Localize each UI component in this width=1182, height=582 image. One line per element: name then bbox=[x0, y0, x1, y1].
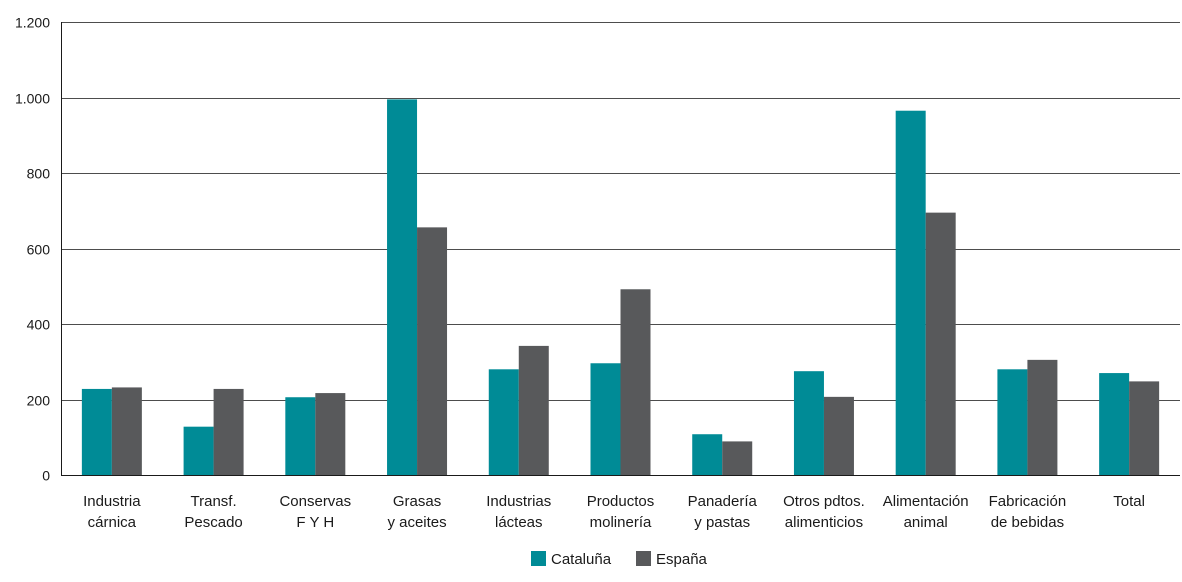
bar-series-2 bbox=[111, 387, 142, 475]
bar-series-1 bbox=[793, 371, 824, 475]
bar-series-2 bbox=[1129, 381, 1160, 475]
bar-series-1 bbox=[285, 397, 316, 475]
y-tick-label: 200 bbox=[27, 393, 51, 409]
bar-series-1 bbox=[488, 369, 519, 475]
bar-series-1 bbox=[590, 363, 621, 475]
y-tick-label: 800 bbox=[27, 166, 51, 182]
bar-series-1 bbox=[81, 388, 112, 475]
bar-series-2 bbox=[722, 441, 753, 475]
bar-series-1 bbox=[895, 110, 926, 476]
bar-series-2 bbox=[925, 212, 956, 475]
bar-series-2 bbox=[620, 289, 651, 475]
bar-series-2 bbox=[315, 393, 346, 475]
x-tick-label: Industrias lácteas bbox=[486, 493, 551, 531]
x-tick-label: Productos molinería bbox=[587, 493, 655, 531]
bar-series-2 bbox=[823, 396, 854, 475]
bar-series-1 bbox=[387, 99, 418, 475]
y-tick-label: 1.000 bbox=[15, 91, 50, 107]
x-tick-label: Industria cárnica bbox=[83, 493, 141, 531]
bar-series-1 bbox=[692, 434, 723, 475]
bar-series-1 bbox=[997, 369, 1028, 475]
legend-swatch bbox=[636, 551, 651, 566]
y-tick-label: 600 bbox=[27, 242, 51, 258]
x-tick-label: Grasas y aceites bbox=[387, 493, 446, 531]
bar-series-1 bbox=[183, 426, 214, 475]
x-tick-label: Panadería y pastas bbox=[688, 493, 758, 531]
legend-swatch bbox=[531, 551, 546, 566]
x-tick-label: Fabricación de bebidas bbox=[989, 493, 1067, 531]
x-tick-label: Alimentación animal bbox=[883, 493, 969, 531]
bar-series-2 bbox=[518, 345, 549, 475]
x-tick-label: Total bbox=[1113, 493, 1145, 510]
bar-series-1 bbox=[1099, 373, 1130, 475]
bar-series-2 bbox=[1027, 359, 1058, 475]
x-tick-label: Transf. Pescado bbox=[184, 493, 242, 531]
y-tick-label: 0 bbox=[42, 468, 50, 484]
legend-label: España bbox=[656, 551, 708, 568]
x-tick-label: Conservas F Y H bbox=[279, 493, 351, 531]
y-tick-label: 400 bbox=[27, 317, 51, 333]
bar-series-2 bbox=[213, 388, 244, 475]
legend-label: Cataluña bbox=[551, 551, 612, 568]
y-tick-label: 1.200 bbox=[15, 15, 50, 31]
bar-series-2 bbox=[417, 227, 448, 475]
x-tick-label: Otros pdtos. alimenticios bbox=[783, 493, 865, 531]
